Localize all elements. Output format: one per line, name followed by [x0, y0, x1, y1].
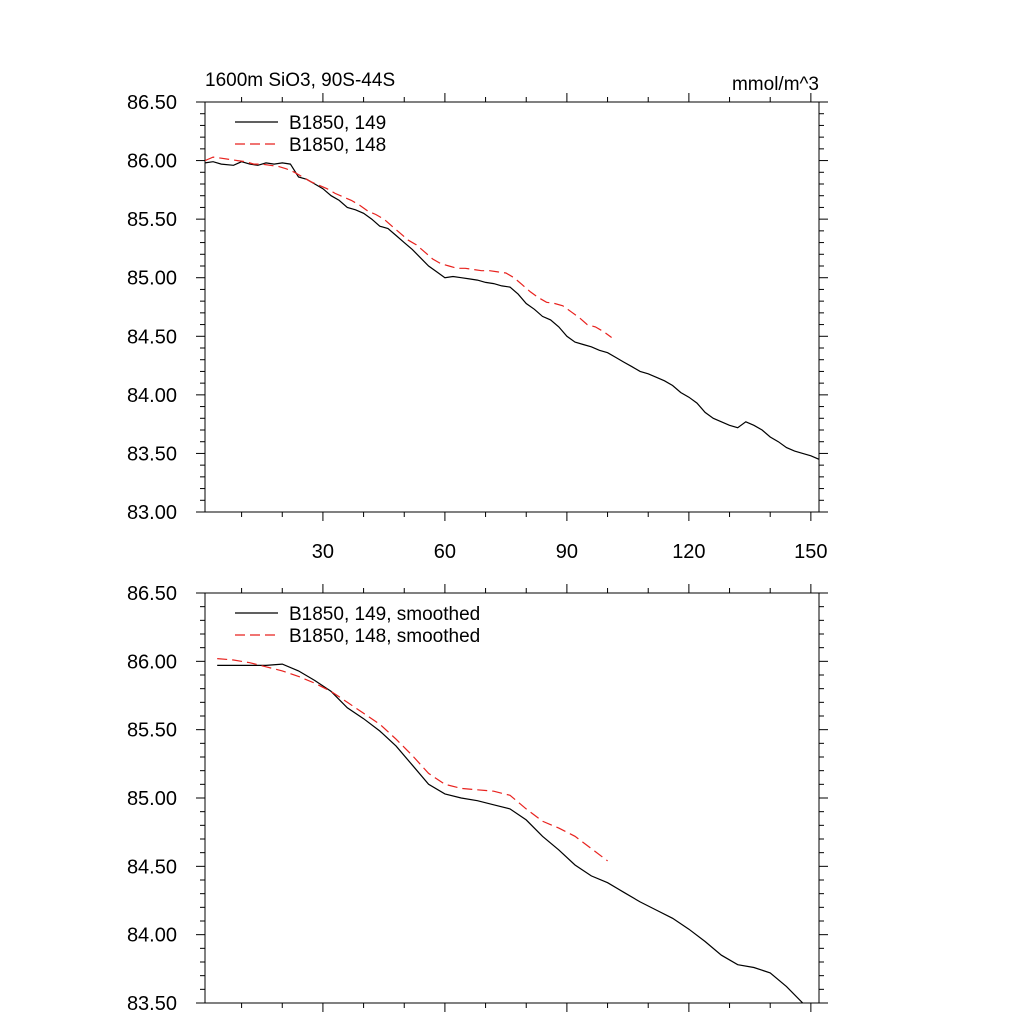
top-panel: 83.00 83.50 84.00 84.50 85.00 85.50 86.00 86.50… — [127, 70, 828, 563]
bottom-y-tick-label: 85.00 — [127, 788, 177, 810]
top-x-tick-label: 60 — [434, 541, 456, 563]
bottom-y-tick-label: 84.00 — [127, 925, 177, 947]
top-x-tick-label: 90 — [556, 541, 578, 563]
top-x-tick-label: 120 — [672, 541, 705, 563]
bottom-y-tick-label: 83.50 — [127, 993, 177, 1015]
top-y-tick-label: 85.00 — [127, 268, 177, 290]
units-label: mmol/m^3 — [732, 74, 819, 95]
top-plot-frame — [204, 101, 820, 513]
top-y-tick-label: 83.00 — [127, 502, 177, 524]
top-y-tick-label: 86.00 — [127, 151, 177, 173]
bottom-y-tick-label: 85.50 — [127, 720, 177, 742]
bottom-panel: 83.50 84.00 84.50 85.00 85.50 86.00 86.50 B1850… — [127, 583, 828, 1015]
top-ticks — [196, 93, 828, 521]
top-x-tick-label: 30 — [312, 541, 334, 563]
top-x-tick-label: 150 — [794, 541, 827, 563]
top-y-tick-label: 83.50 — [127, 443, 177, 465]
bottom-series-line-148 — [217, 658, 608, 862]
top-series-line-149 — [205, 161, 819, 460]
bottom-plot-frame — [204, 592, 820, 1004]
bottom-y-tick-label: 84.50 — [127, 856, 177, 878]
bottom-series-line-149 — [217, 663, 804, 1003]
bottom-legend-label: B1850, 149, smoothed — [289, 604, 480, 625]
top-legend-label: B1850, 148 — [289, 135, 386, 156]
top-legend-label: B1850, 149 — [289, 113, 386, 134]
bottom-ticks — [196, 584, 828, 1012]
bottom-legend-label: B1850, 148, smoothed — [289, 626, 480, 647]
bottom-y-tick-label: 86.00 — [127, 651, 177, 673]
top-y-tick-label: 85.50 — [127, 209, 177, 231]
chart-title: 1600m SiO3, 90S-44S — [205, 70, 395, 91]
top-y-tick-label: 84.50 — [127, 326, 177, 348]
top-series-line-148 — [205, 156, 612, 338]
bottom-y-tick-label: 86.50 — [127, 583, 177, 605]
top-y-tick-label: 84.00 — [127, 385, 177, 407]
top-y-tick-label: 86.50 — [127, 92, 177, 114]
